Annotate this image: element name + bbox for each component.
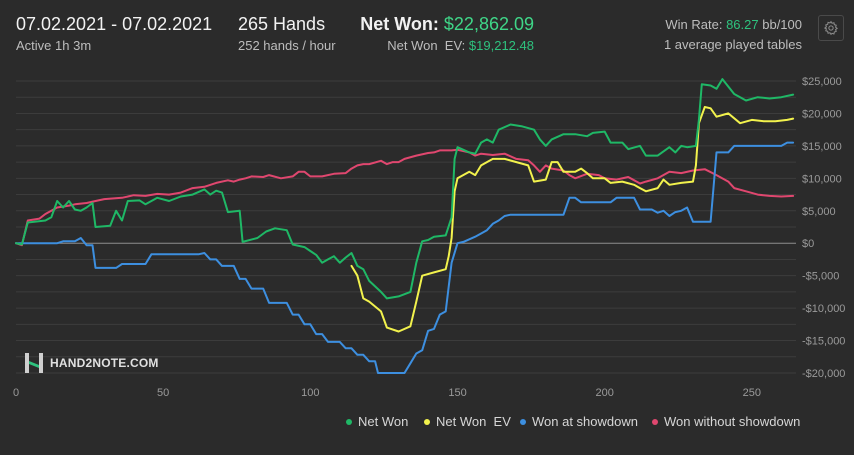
- active-time: Active 1h 3m: [16, 38, 92, 53]
- net-won-ev-summary: Net Won EV: $19,212.48: [387, 38, 534, 53]
- series-line-net-won-ev: [350, 106, 795, 333]
- y-tick-label: $20,000: [802, 108, 842, 120]
- x-tick-label: 100: [301, 387, 319, 399]
- legend-dot: [424, 418, 430, 425]
- y-tick-label: $0: [802, 238, 814, 250]
- legend-label: Won at showdown: [532, 414, 638, 429]
- chart-series: [15, 78, 795, 374]
- gear-icon: [823, 20, 838, 36]
- net-won-ev-label: Net Won EV:: [387, 38, 466, 53]
- legend-dot: [520, 418, 526, 425]
- y-tick-label: $10,000: [802, 173, 842, 185]
- y-tick-label: $25,000: [802, 76, 842, 88]
- x-tick-label: 200: [595, 387, 613, 399]
- x-tick-label: 0: [13, 387, 19, 399]
- series-line-won-without-showdown: [15, 148, 795, 247]
- x-tick-label: 150: [448, 387, 466, 399]
- legend-won-without-showdown[interactable]: Won without showdown: [652, 414, 800, 429]
- x-tick-label: 250: [743, 387, 761, 399]
- net-won-label: Net Won:: [360, 14, 439, 34]
- y-tick-label: -$10,000: [802, 303, 845, 315]
- y-tick-label: -$15,000: [802, 336, 845, 348]
- tables-played: 1 average played tables: [663, 37, 802, 52]
- hands-per-hour: 252 hands / hour: [238, 38, 336, 53]
- net-won-value: $22,862.09: [443, 14, 534, 34]
- x-tick-label: 50: [157, 387, 169, 399]
- win-rate-unit: bb/100: [762, 17, 802, 32]
- legend-label: Won without showdown: [664, 414, 801, 429]
- watermark-text: HAND2NOTE.COM: [50, 356, 159, 370]
- legend-net-won-ev[interactable]: Net Won EV: [424, 414, 511, 429]
- series-line-net-won: [15, 78, 795, 300]
- legend-label: Net Won EV: [436, 414, 511, 429]
- legend-net-won[interactable]: Net Won: [346, 414, 408, 429]
- series-line-won-at-showdown: [15, 141, 795, 374]
- chart-grid: [16, 80, 796, 374]
- header: 07.02.2021 - 07.02.2021 Active 1h 3m 265…: [0, 0, 854, 62]
- y-axis: $25,000 $20,000 $15,000 $10,000 $5,000 $0 -$5,…: [802, 76, 845, 380]
- hand2note-logo-icon: [25, 353, 43, 373]
- y-tick-label: $15,000: [802, 141, 842, 153]
- legend-label: Net Won: [358, 414, 409, 429]
- legend-dot: [346, 418, 352, 425]
- net-won-summary: Net Won: $22,862.09: [360, 14, 534, 35]
- y-tick-label: $5,000: [802, 206, 836, 218]
- win-rate: Win Rate: 86.27 bb/100: [665, 17, 802, 32]
- net-won-ev-value: $19,212.48: [468, 38, 534, 53]
- legend-dot: [652, 418, 658, 425]
- date-range: 07.02.2021 - 07.02.2021: [16, 14, 213, 34]
- hands-count: 265 Hands: [238, 14, 326, 34]
- legend-won-at-showdown[interactable]: Won at showdown: [520, 414, 638, 429]
- win-rate-label: Win Rate:: [665, 17, 723, 32]
- y-tick-label: -$20,000: [802, 368, 845, 380]
- y-tick-label: -$5,000: [802, 271, 839, 283]
- x-axis: 0 50 100 150 200 250: [13, 387, 761, 399]
- settings-button[interactable]: [818, 15, 844, 41]
- chart-legend: Net Won Net Won EV Won at showdown Won w…: [0, 414, 854, 434]
- hand2note-watermark: HAND2NOTE.COM: [24, 352, 159, 374]
- win-rate-value: 86.27: [726, 17, 759, 32]
